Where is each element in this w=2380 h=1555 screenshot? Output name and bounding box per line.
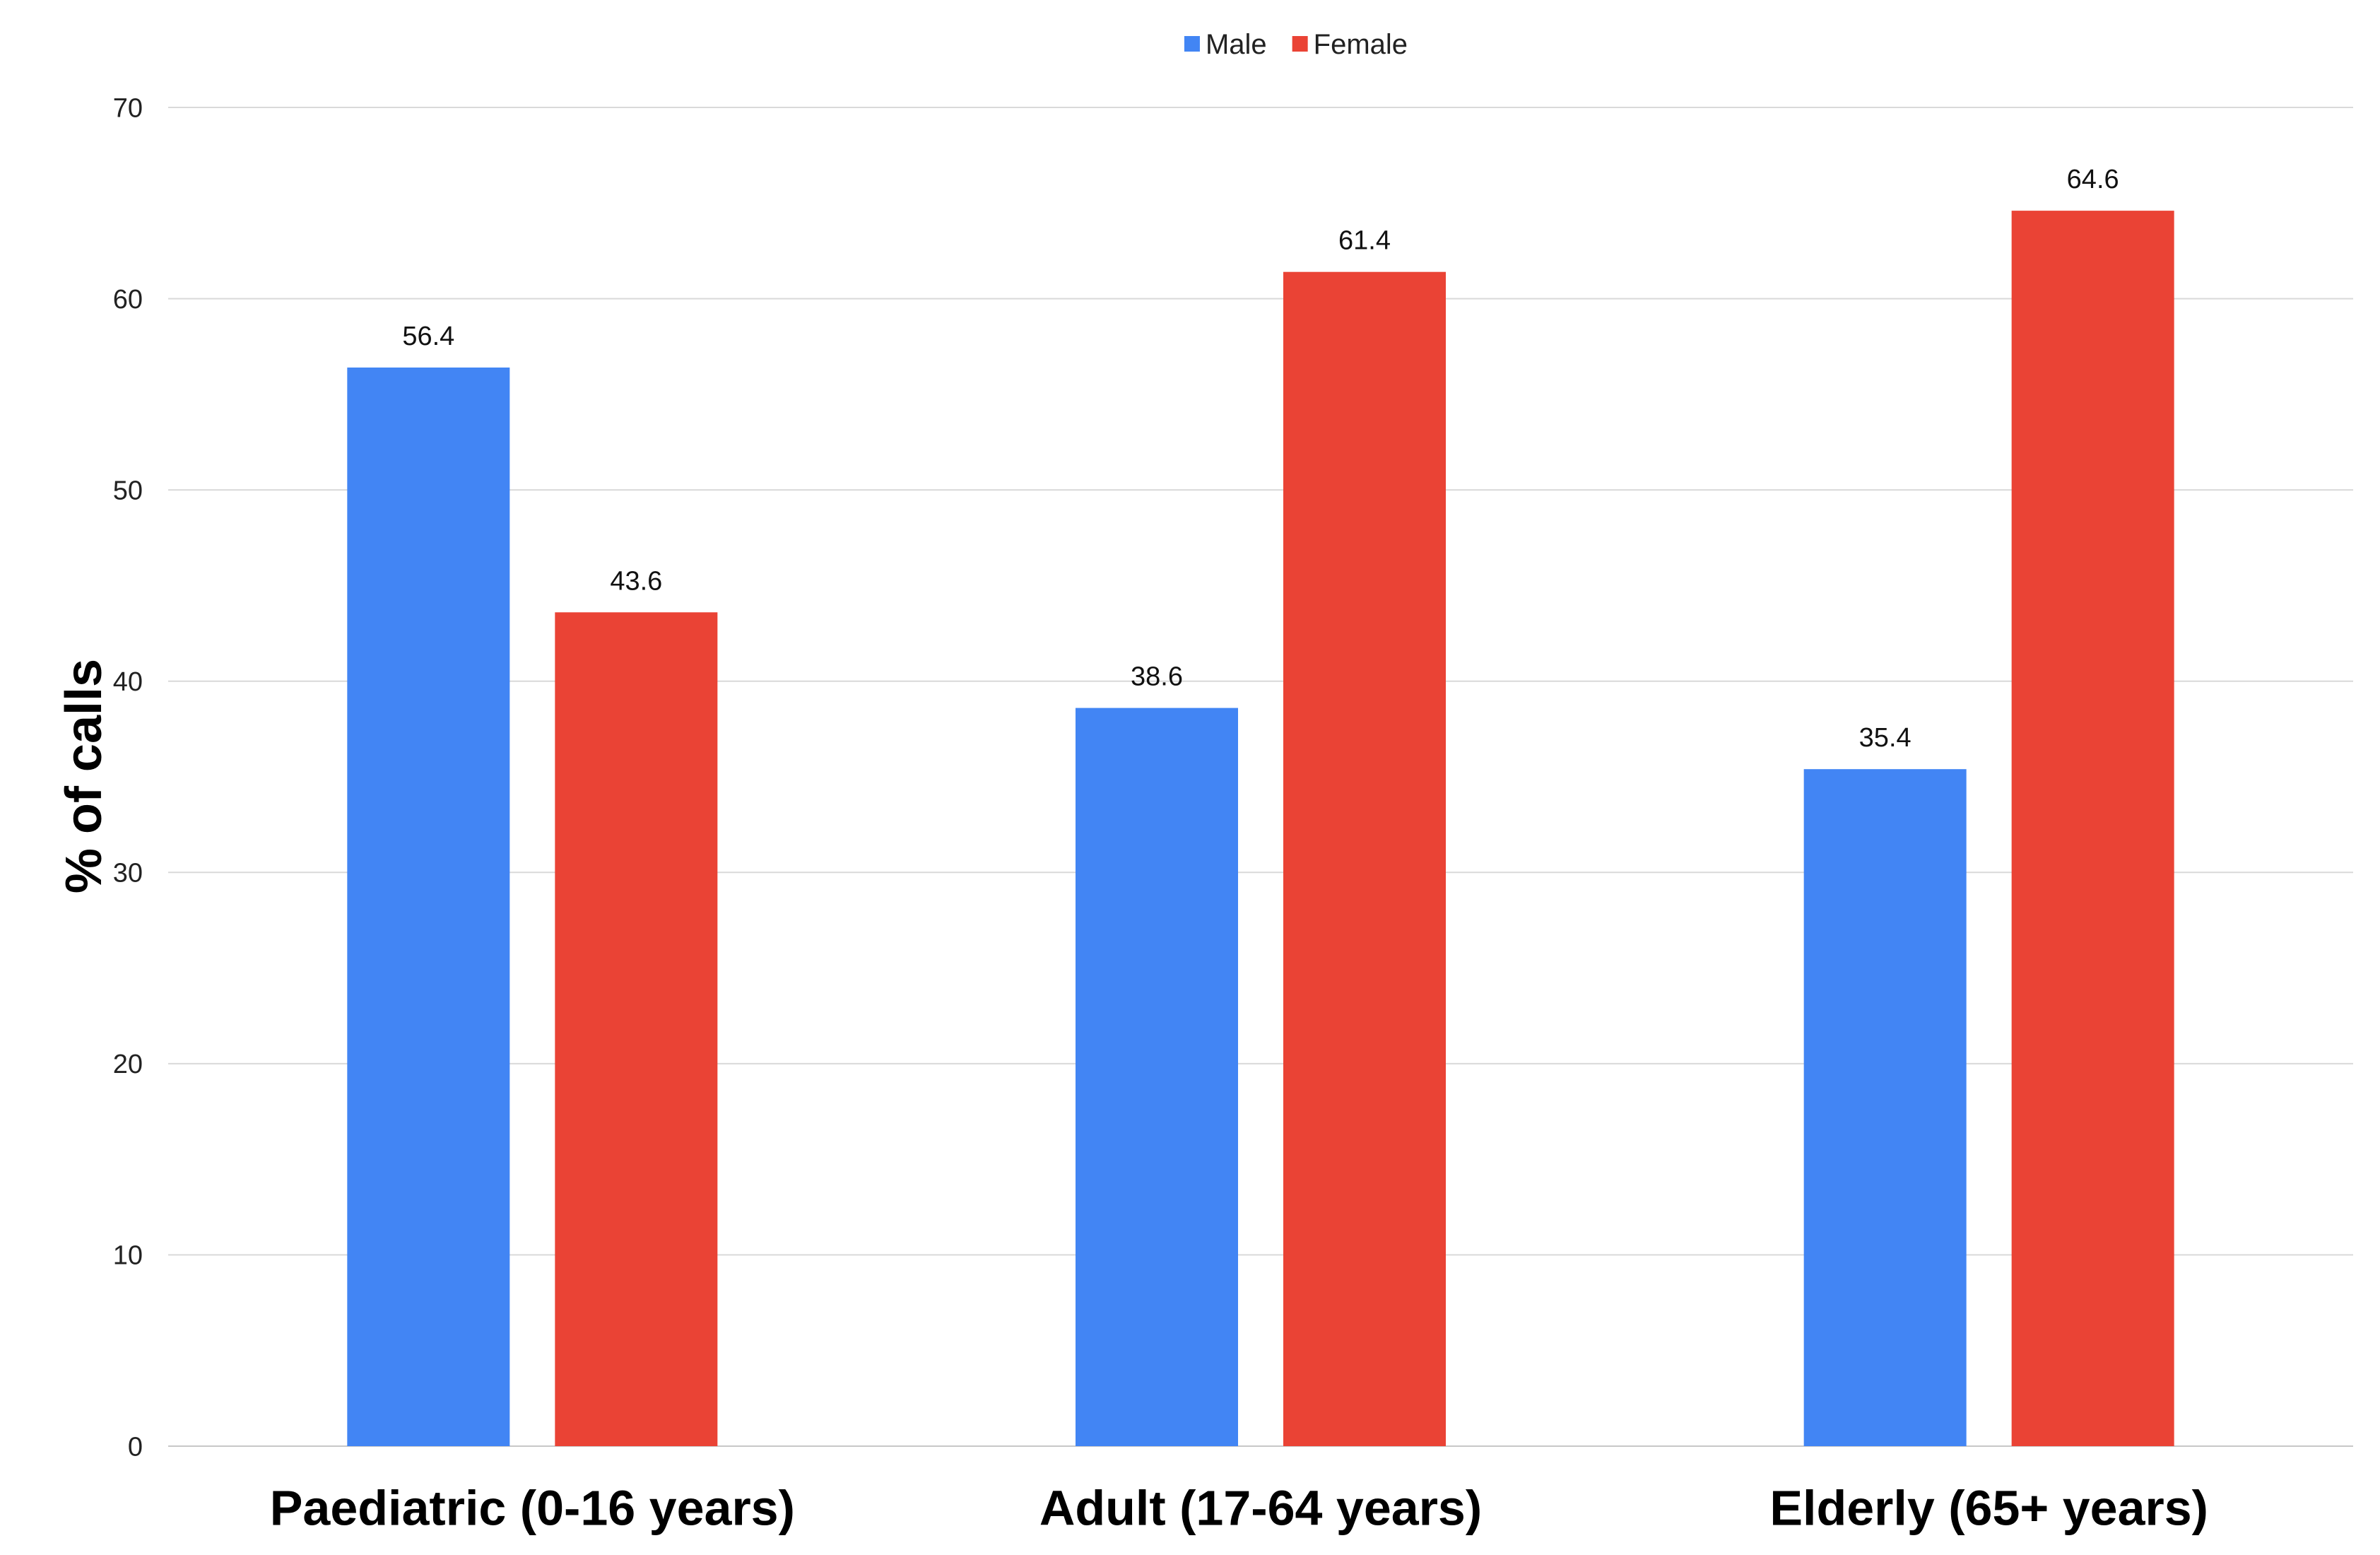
data-label: 38.6 [1131,662,1183,692]
y-tick-label: 30 [113,859,143,888]
legend-label: Female [1314,29,1408,60]
y-tick-label: 50 [113,476,143,505]
data-labels: 56.4 43.6 38.6 61.4 35.4 64.6 [402,165,2119,753]
legend-item-female: Female [1292,29,1408,60]
data-label: 43.6 [610,566,662,596]
x-axis-ticks: Paediatric (0-16 years) Adult (17-64 year… [270,1481,2208,1536]
legend-swatch [1292,36,1308,52]
bar-male-0 [347,367,510,1446]
bar-female-0 [555,612,718,1446]
y-tick-label: 0 [128,1432,143,1462]
y-axis-ticks: 0 10 20 30 40 50 60 70 [113,93,143,1462]
x-tick-label: Paediatric (0-16 years) [270,1481,795,1536]
legend-item-male: Male [1184,29,1267,60]
bar-female-2 [2011,211,2174,1446]
y-tick-label: 20 [113,1050,143,1079]
bar-female-1 [1283,271,1446,1447]
legend-label: Male [1206,29,1267,60]
data-label: 35.4 [1859,723,1911,753]
gridlines [168,107,2353,1447]
bar-male-2 [1803,769,1967,1446]
y-tick-label: 10 [113,1241,143,1271]
y-tick-label: 70 [113,93,143,123]
y-tick-label: 40 [113,667,143,697]
y-axis-label: % of calls [56,659,112,893]
legend: Male Female [1184,29,1408,60]
data-label: 64.6 [2067,165,2119,194]
bar-male-1 [1076,708,1238,1447]
legend-swatch [1184,36,1200,52]
data-label: 56.4 [402,322,454,351]
x-tick-label: Adult (17-64 years) [1039,1481,1482,1536]
bars [347,211,2174,1447]
y-tick-label: 60 [113,285,143,315]
x-tick-label: Elderly (65+ years) [1769,1481,2208,1536]
data-label: 61.4 [1338,226,1391,256]
